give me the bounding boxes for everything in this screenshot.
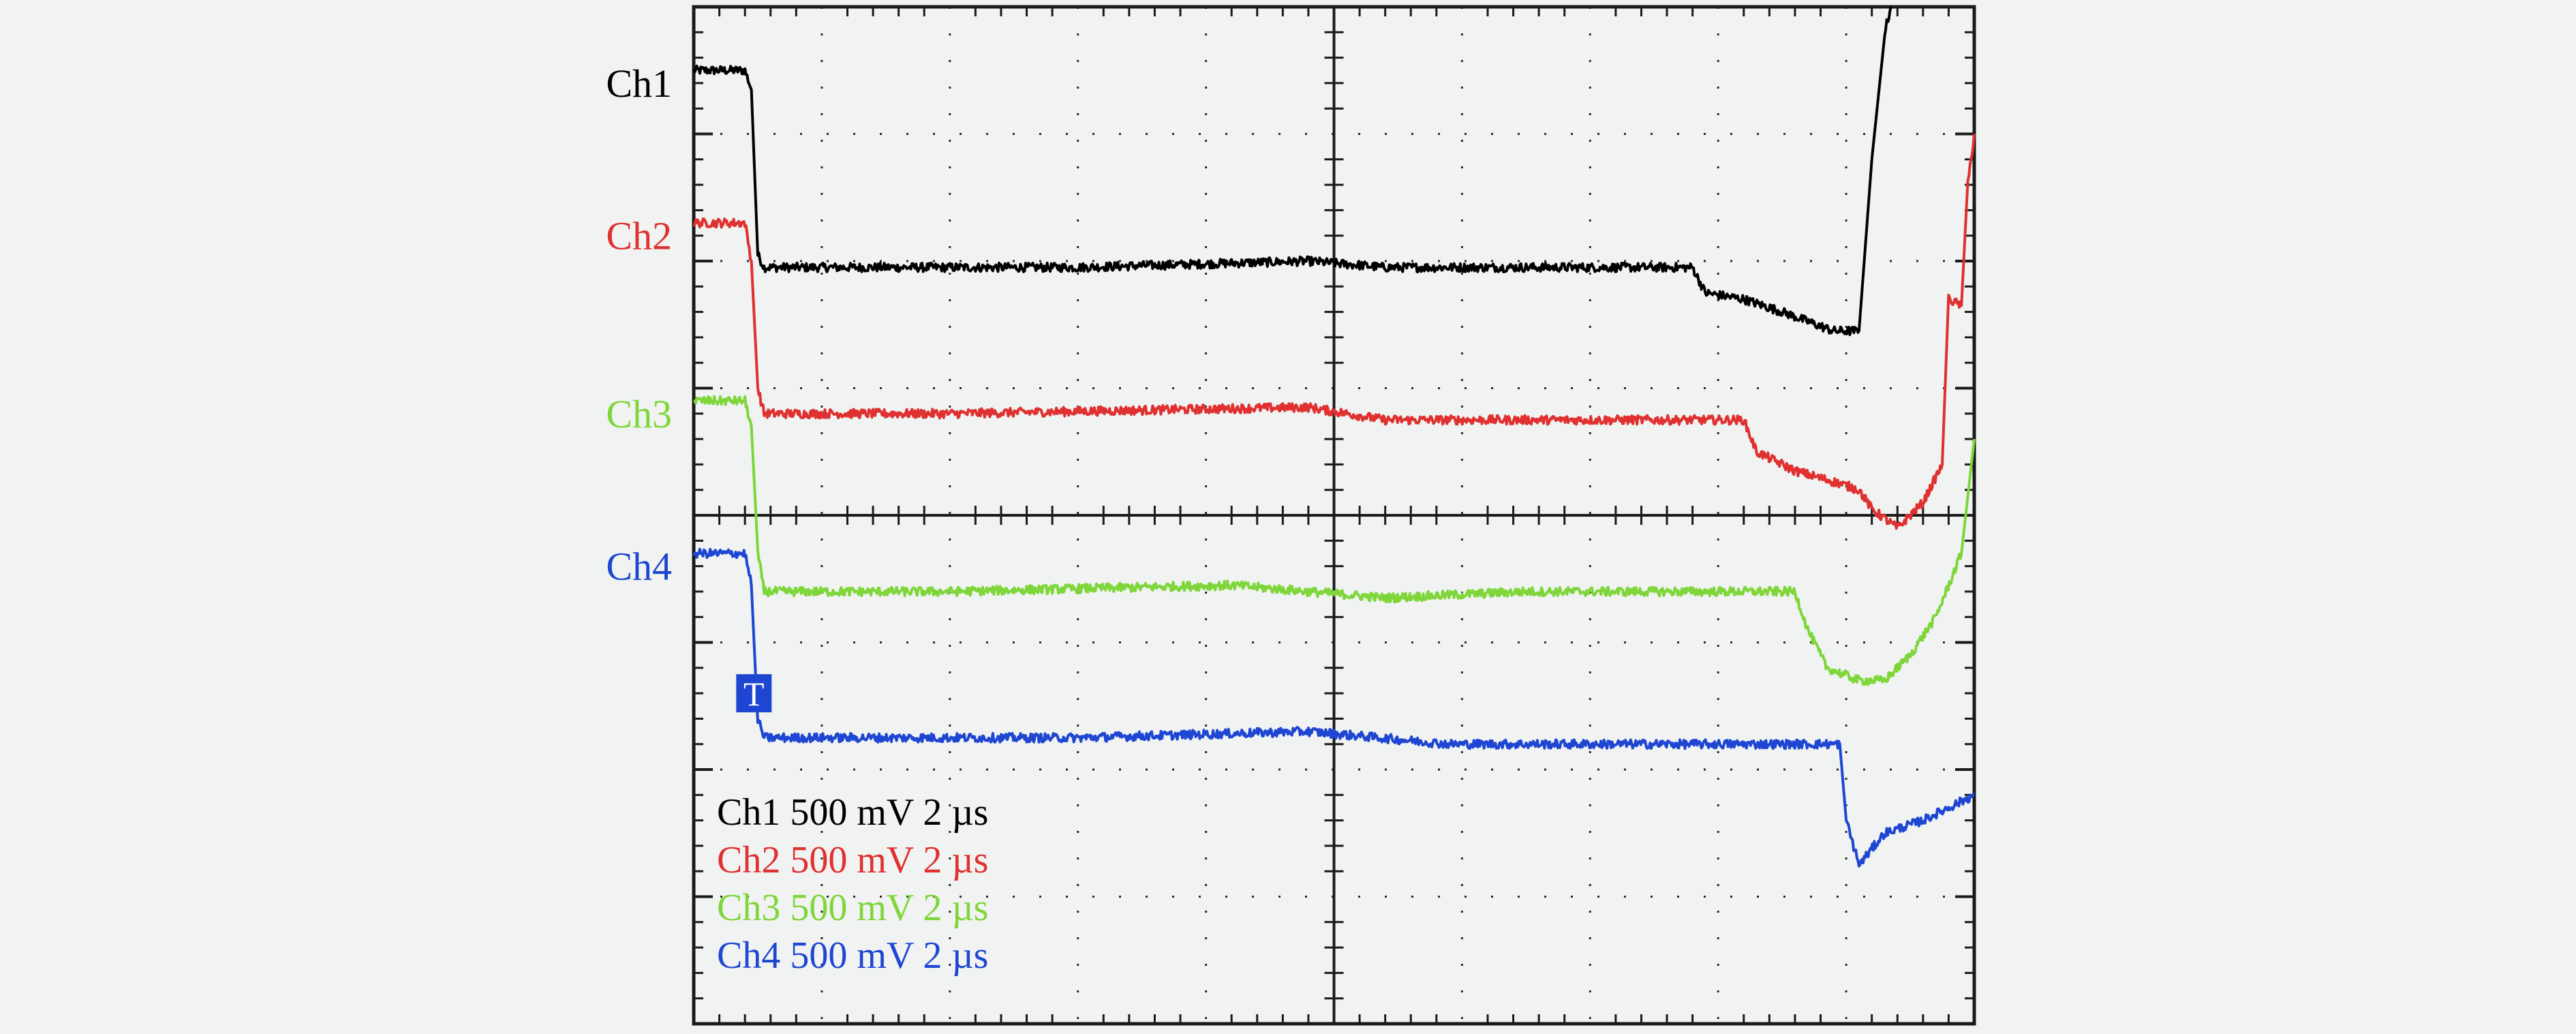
legend-entry-ch4: Ch4 500 mV 2 µs bbox=[717, 934, 988, 977]
trigger-marker-label: T bbox=[743, 675, 765, 713]
legend-channel: Ch2 bbox=[717, 839, 790, 881]
channel-label-ch4: Ch4 bbox=[606, 545, 672, 589]
trace-ch4 bbox=[692, 547, 1976, 868]
legend-time-per-div: 2 µs bbox=[923, 839, 988, 881]
channel-label-ch2: Ch2 bbox=[606, 214, 672, 258]
channel-label-ch3: Ch3 bbox=[606, 392, 672, 436]
legend-channel: Ch1 bbox=[717, 791, 790, 834]
legend-channel: Ch3 bbox=[717, 887, 790, 929]
legend-time-per-div: 2 µs bbox=[923, 887, 988, 929]
legend-time-per-div: 2 µs bbox=[923, 934, 988, 977]
legend-time-per-div: 2 µs bbox=[923, 791, 988, 834]
channel-label-layer: Ch1 Ch2 Ch3 Ch4 bbox=[606, 61, 672, 589]
legend-volts-per-div: 500 mV bbox=[790, 791, 923, 834]
legend-entry-ch2: Ch2 500 mV 2 µs bbox=[717, 839, 988, 881]
trace-ch2 bbox=[692, 134, 1976, 530]
plot-frame bbox=[692, 5, 1976, 1026]
legend-entry-ch3: Ch3 500 mV 2 µs bbox=[717, 887, 988, 929]
legend-volts-per-div: 500 mV bbox=[790, 887, 923, 929]
trace-ch3 bbox=[693, 395, 1976, 686]
legend-volts-per-div: 500 mV bbox=[790, 839, 923, 881]
channel-label-ch1: Ch1 bbox=[606, 61, 672, 106]
legend-entry-ch1: Ch1 500 mV 2 µs bbox=[717, 791, 988, 834]
legend-volts-per-div: 500 mV bbox=[790, 934, 923, 977]
trace-layer: T bbox=[692, 6, 1976, 868]
legend-channel: Ch4 bbox=[717, 934, 790, 977]
trigger-marker-box bbox=[736, 674, 772, 713]
trace-ch1 bbox=[692, 6, 1892, 337]
